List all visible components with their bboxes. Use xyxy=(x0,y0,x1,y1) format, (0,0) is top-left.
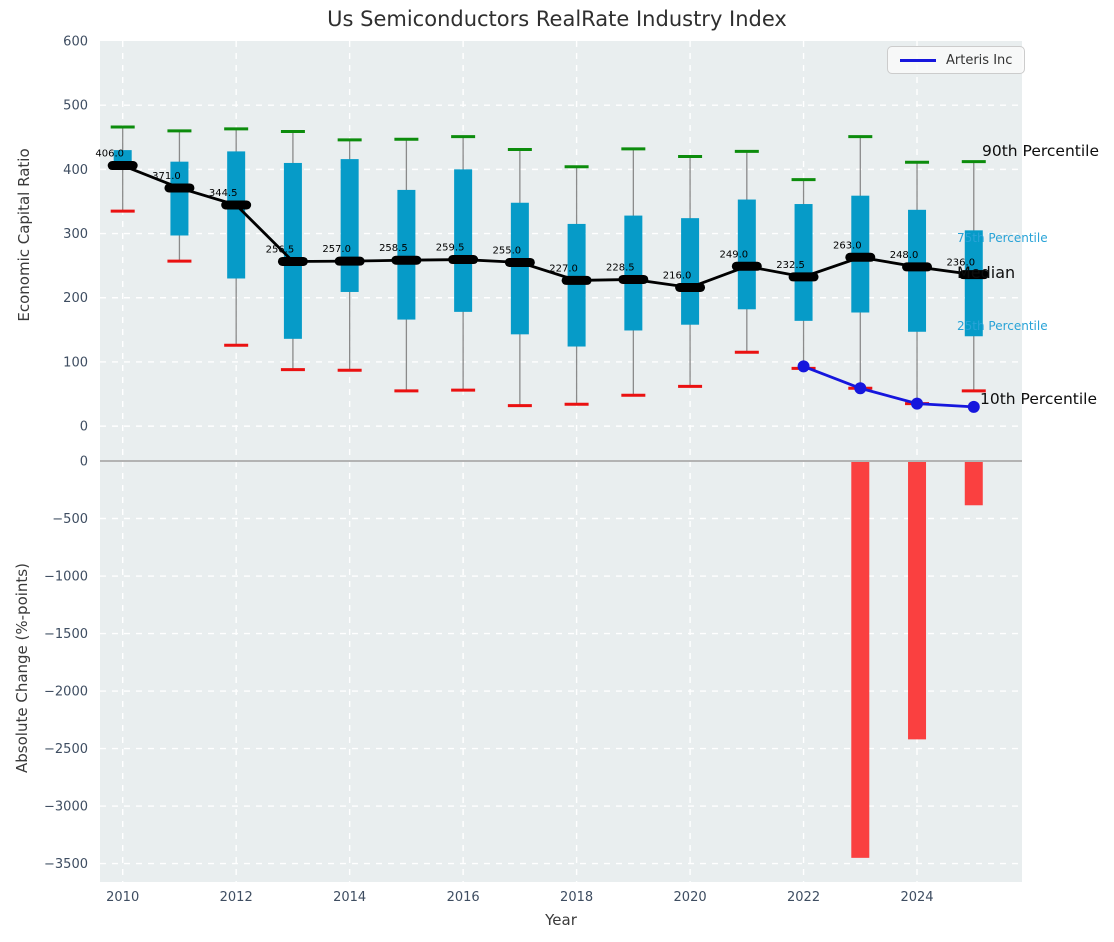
box-2021 xyxy=(737,199,756,310)
median-marker-2015 xyxy=(391,255,422,265)
legend-line-icon xyxy=(900,58,936,62)
change-bar-2025 xyxy=(964,460,983,506)
top-y-tick-0: 0 xyxy=(80,420,88,435)
median-value-label-2022: 232.5 xyxy=(776,260,805,271)
median-marker-2024 xyxy=(902,262,933,272)
box-2014 xyxy=(340,159,359,292)
median-marker-2017 xyxy=(504,257,535,267)
top-y-axis-label: Economic Capital Ratio xyxy=(15,148,33,322)
box-2025 xyxy=(964,230,983,337)
x-tick-2014: 2014 xyxy=(333,890,366,905)
x-tick-2024: 2024 xyxy=(900,890,933,905)
median-value-label-2016: 259.5 xyxy=(436,243,465,254)
x-tick-2012: 2012 xyxy=(220,890,253,905)
median-value-label-2015: 258.5 xyxy=(379,243,408,254)
top-y-tick-600: 600 xyxy=(63,35,88,50)
median-value-label-2019: 228.5 xyxy=(606,262,635,273)
bottom-y-axis-label: Absolute Change (%-points) xyxy=(13,563,31,773)
median-marker-2020 xyxy=(675,282,706,292)
annotation-25th-percentile: 25th Percentile xyxy=(957,319,1048,333)
box-2012 xyxy=(227,151,246,279)
median-marker-2014 xyxy=(334,256,365,266)
bottom-y-tick--500: −500 xyxy=(52,512,88,527)
x-axis-label: Year xyxy=(545,911,577,929)
top-y-tick-200: 200 xyxy=(63,291,88,306)
legend: Arteris Inc xyxy=(887,46,1026,74)
x-tick-2016: 2016 xyxy=(447,890,480,905)
median-value-label-2012: 344.5 xyxy=(209,188,238,199)
arteris-point-2022 xyxy=(797,360,810,373)
median-marker-2011 xyxy=(164,183,195,193)
box-2013 xyxy=(283,162,302,339)
top-y-tick-300: 300 xyxy=(63,227,88,242)
x-tick-2020: 2020 xyxy=(674,890,707,905)
bottom-y-tick--2000: −2000 xyxy=(44,685,88,700)
median-value-label-2021: 249.0 xyxy=(719,249,748,260)
median-marker-2023 xyxy=(845,252,876,262)
box-2016 xyxy=(454,169,473,312)
median-value-label-2010: 406.0 xyxy=(95,149,124,160)
median-value-label-2025: 236.0 xyxy=(946,258,975,269)
median-value-label-2014: 257.0 xyxy=(322,244,351,255)
arteris-point-2025 xyxy=(967,400,980,413)
median-marker-2012 xyxy=(221,200,252,210)
median-marker-2016 xyxy=(448,255,479,265)
x-tick-2018: 2018 xyxy=(560,890,593,905)
bottom-y-tick--2500: −2500 xyxy=(44,742,88,757)
legend-label: Arteris Inc xyxy=(946,52,1013,68)
change-bar-2024 xyxy=(908,460,927,740)
top-y-tick-400: 400 xyxy=(63,163,88,178)
bottom-y-tick--1500: −1500 xyxy=(44,627,88,642)
median-marker-2018 xyxy=(561,275,592,285)
median-marker-2010 xyxy=(107,161,138,171)
median-value-label-2011: 371.0 xyxy=(152,171,181,182)
top-y-tick-100: 100 xyxy=(63,355,88,370)
annotation-90th-percentile: 90th Percentile xyxy=(982,142,1100,160)
bottom-y-tick--3500: −3500 xyxy=(44,857,88,872)
median-value-label-2023: 263.0 xyxy=(833,240,862,251)
box-2018 xyxy=(567,223,586,347)
box-2020 xyxy=(681,218,700,325)
x-tick-2010: 2010 xyxy=(106,890,139,905)
box-2019 xyxy=(624,215,643,331)
bottom-y-tick-0: 0 xyxy=(80,454,88,469)
median-value-label-2020: 216.0 xyxy=(663,270,692,281)
median-marker-2025 xyxy=(958,270,989,280)
bottom-y-tick--1000: −1000 xyxy=(44,570,88,585)
median-marker-2013 xyxy=(277,256,308,266)
arteris-line xyxy=(803,365,974,409)
box-2011 xyxy=(170,161,189,236)
median-value-label-2024: 248.0 xyxy=(890,250,919,261)
arteris-point-2024 xyxy=(911,397,924,410)
median-line xyxy=(122,164,974,289)
annotation-10th-percentile: 10th Percentile xyxy=(980,390,1098,408)
arteris-point-2023 xyxy=(854,382,867,395)
box-2022 xyxy=(794,204,813,321)
median-value-label-2017: 255.0 xyxy=(493,245,522,256)
annotation-median: Median xyxy=(957,263,1016,282)
change-bar-2023 xyxy=(851,460,870,858)
box-2017 xyxy=(510,202,529,335)
chart-title: Us Semiconductors RealRate Industry Inde… xyxy=(327,7,787,31)
bottom-y-tick--3000: −3000 xyxy=(44,800,88,815)
box-2015 xyxy=(397,189,416,320)
median-marker-2021 xyxy=(731,261,762,271)
median-marker-2022 xyxy=(788,272,819,282)
top-y-tick-500: 500 xyxy=(63,99,88,114)
median-value-label-2018: 227.0 xyxy=(549,263,578,274)
annotation-75th-percentile: 75th Percentile xyxy=(957,231,1048,245)
median-value-label-2013: 256.5 xyxy=(266,244,295,255)
x-tick-2022: 2022 xyxy=(787,890,820,905)
median-marker-2019 xyxy=(618,274,649,284)
